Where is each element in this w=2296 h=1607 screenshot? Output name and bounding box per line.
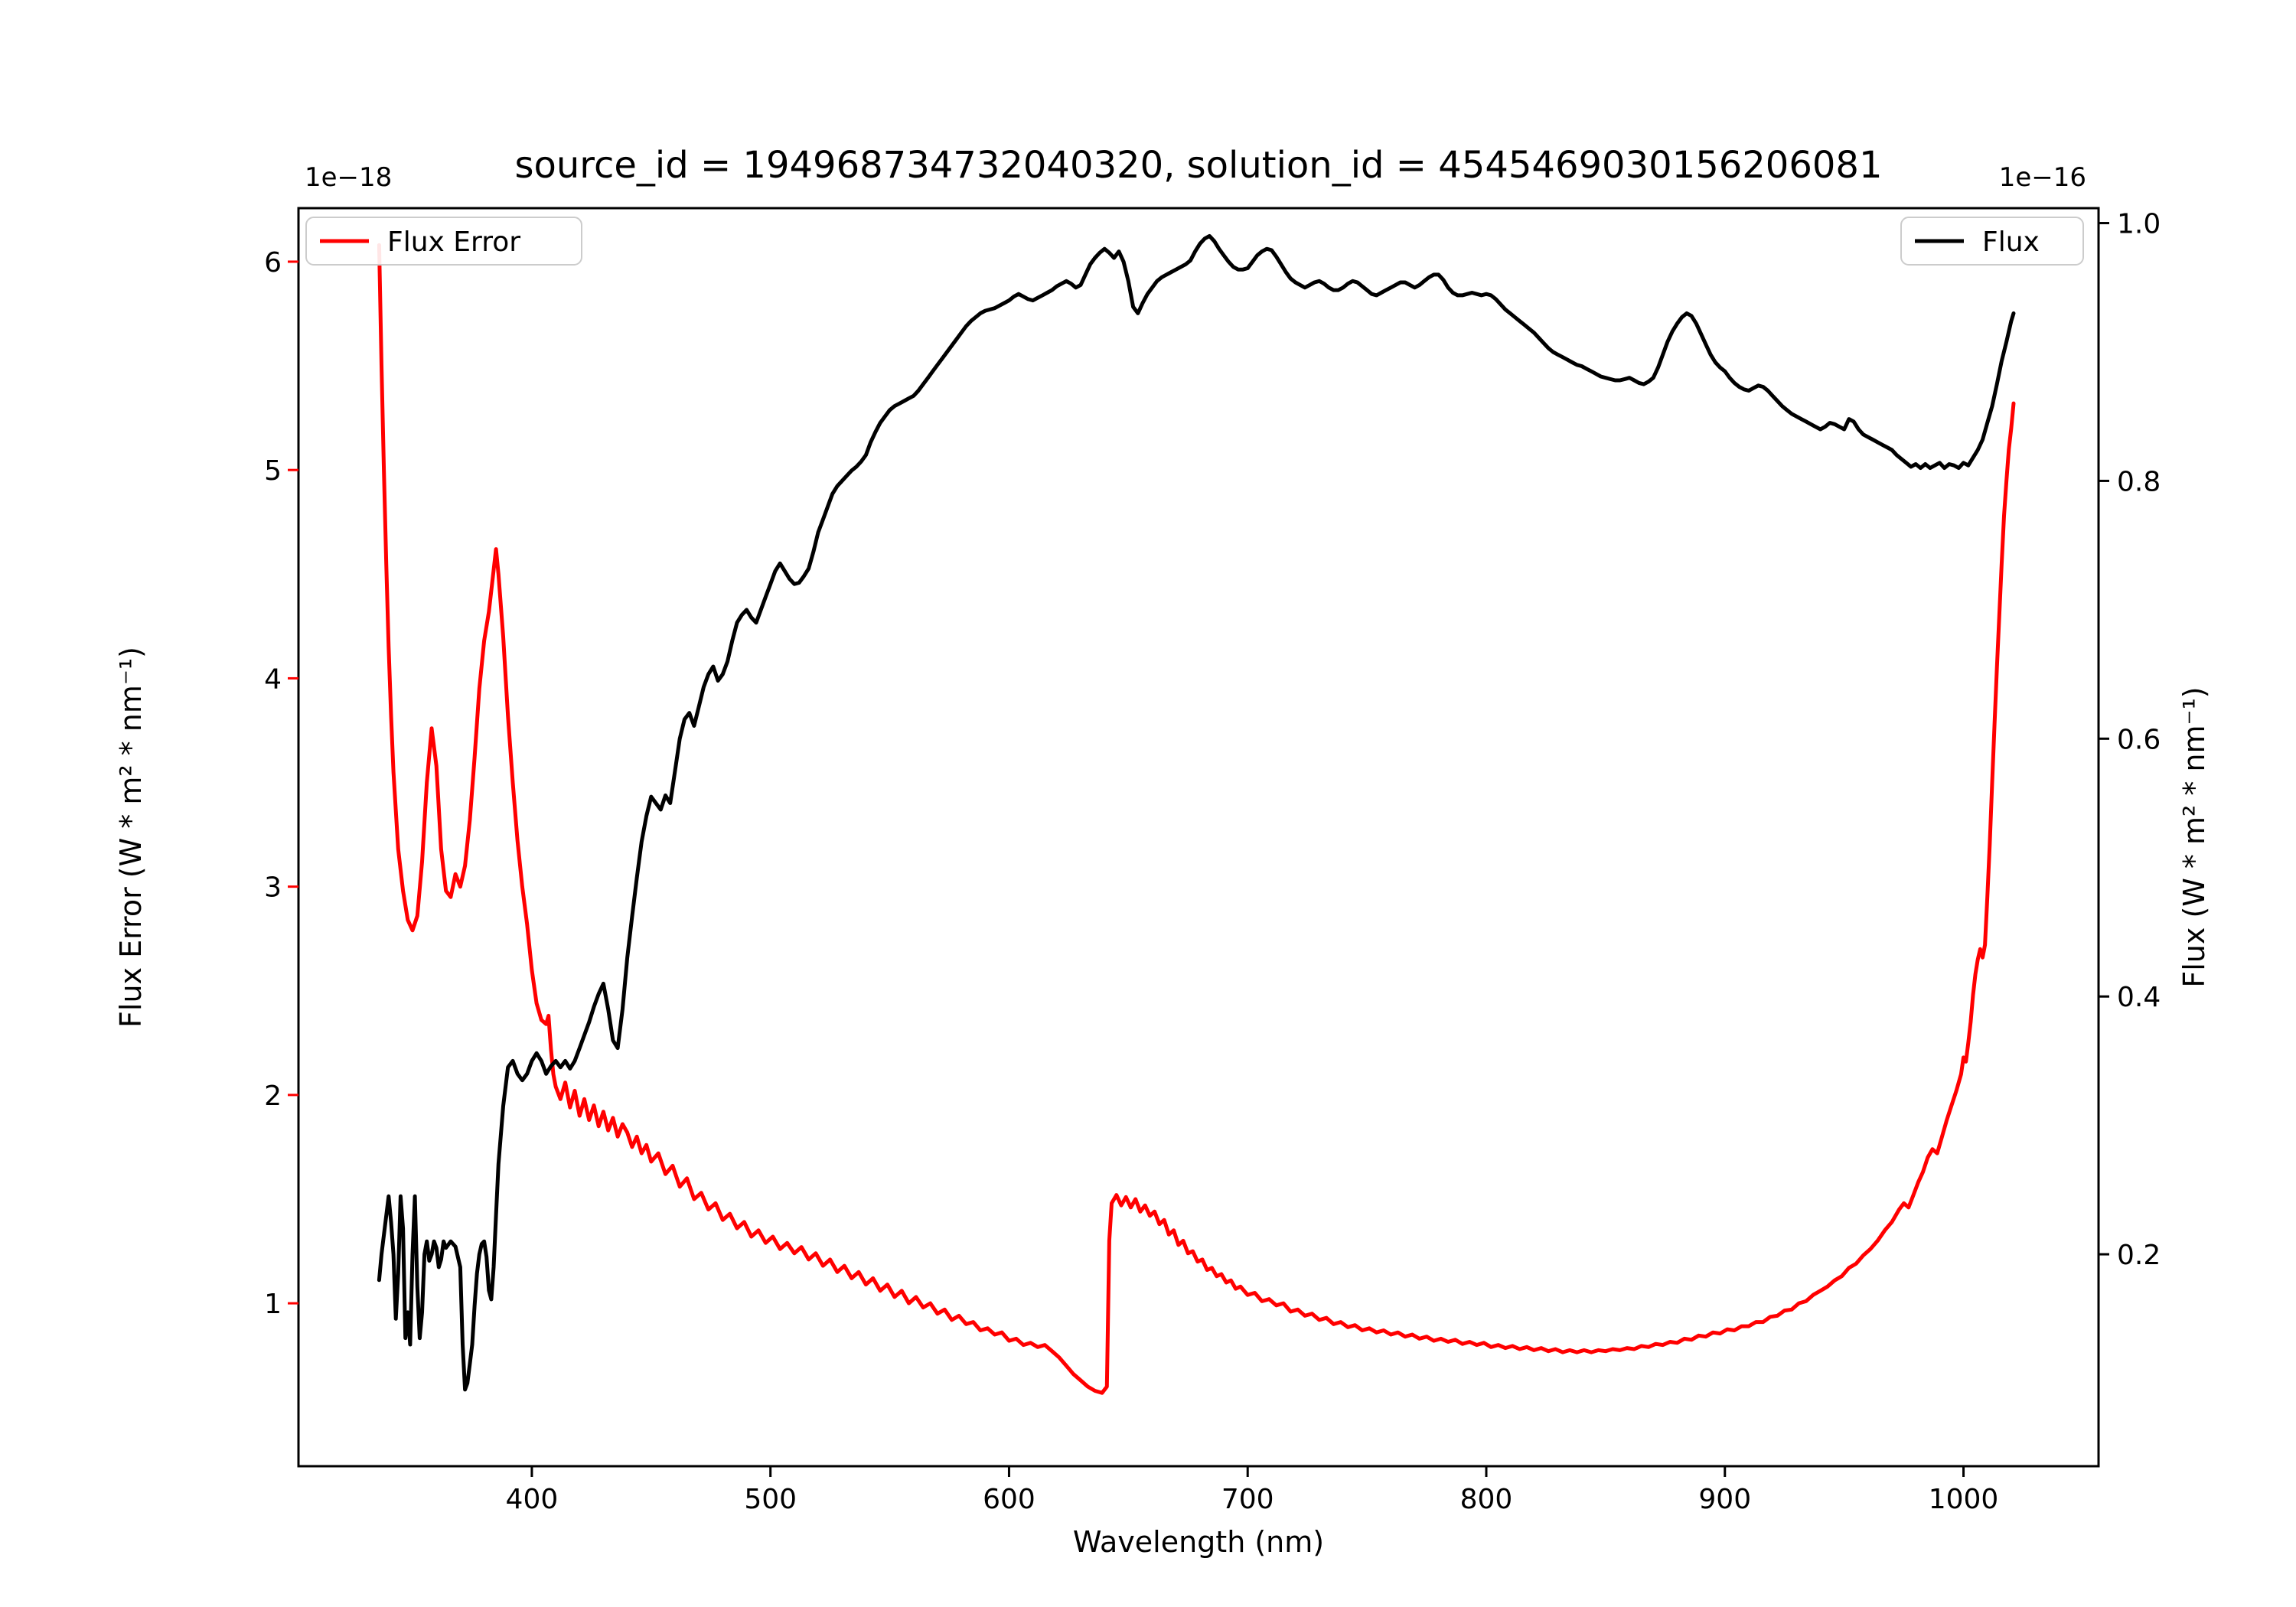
x-tick-label: 1000 (1929, 1484, 1999, 1515)
left-y-axis-label: Flux Error (W * m² * nm⁻¹) (114, 647, 148, 1028)
x-axis-label: Wavelength (nm) (1073, 1525, 1324, 1559)
x-tick-label: 700 (1221, 1484, 1274, 1515)
x-tick-label: 400 (506, 1484, 559, 1515)
series-line-right (377, 233, 2016, 1392)
legend-box (1900, 217, 2084, 266)
right-y-tick-label: 0.6 (2117, 724, 2161, 755)
axes-spines (297, 207, 2100, 1468)
x-tick-label: 600 (983, 1484, 1035, 1515)
series-line-left (377, 243, 2016, 1395)
left-y-tick-label: 2 (264, 1081, 282, 1112)
legend-label-flux-error: Flux Error (387, 227, 520, 258)
right-y-tick-label: 0.2 (2117, 1240, 2161, 1271)
chart-title: source_id = 194968734732040320, solution… (514, 144, 1882, 187)
left-y-tick-label: 3 (264, 872, 282, 904)
left-y-tick-label: 4 (264, 663, 282, 695)
left-axis-offset-text: 1e−18 (305, 162, 392, 193)
left-y-tick-label: 5 (264, 455, 282, 487)
right-axis-offset-text: 1e−16 (1999, 162, 2086, 193)
plot-area (298, 208, 2099, 1466)
ticks-layer: 400 500 600 700 800 900 1000 1 2 3 4 5 6 0.2 0.4 0.6 0.8… (264, 209, 2161, 1515)
series-layer (377, 233, 2016, 1395)
x-tick-label: 900 (1698, 1484, 1751, 1515)
legend-flux-error: Flux Error (305, 217, 582, 266)
right-y-tick-label: 1.0 (2117, 209, 2161, 240)
legend-label-flux: Flux (1982, 227, 2040, 258)
x-tick-label: 500 (744, 1484, 797, 1515)
legend-box (305, 217, 582, 266)
right-y-tick-label: 0.8 (2117, 466, 2161, 497)
right-y-axis-label: Flux (W * m² * nm⁻¹) (2177, 686, 2211, 987)
x-tick-label: 800 (1460, 1484, 1513, 1515)
left-y-tick-label: 6 (264, 247, 282, 279)
right-y-tick-label: 0.4 (2117, 982, 2161, 1013)
legend-flux: Flux (1900, 217, 2084, 266)
left-y-tick-label: 1 (264, 1289, 282, 1320)
